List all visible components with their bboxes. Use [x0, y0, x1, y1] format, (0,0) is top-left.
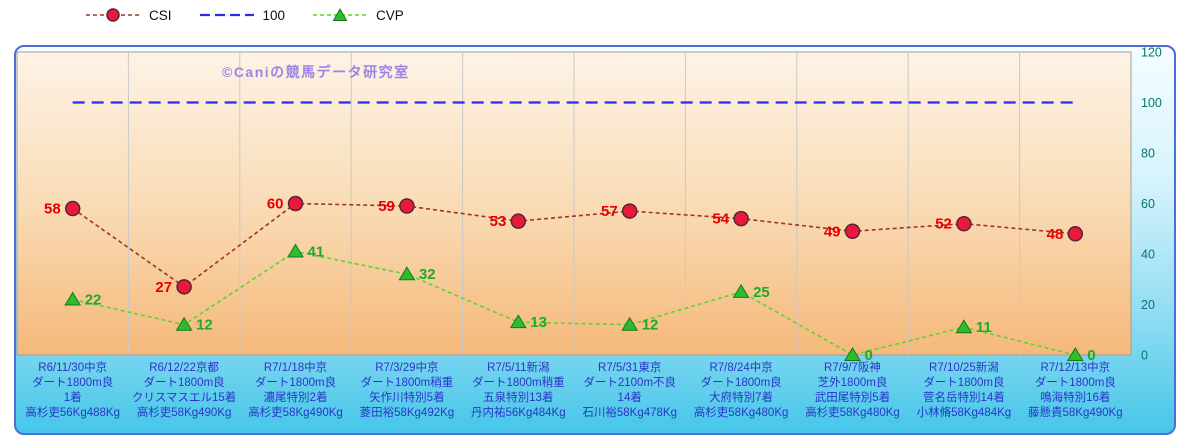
csi-value-label: 58 [44, 201, 61, 218]
cvp-value-label: 32 [419, 266, 436, 283]
legend-label-cvp: CVP [376, 7, 404, 23]
csi-point [621, 203, 638, 219]
y-axis-tick-label: 20 [1141, 298, 1155, 312]
cvp-value-label: 41 [308, 243, 325, 260]
y-axis-tick-label: 40 [1141, 248, 1155, 262]
csi-point [510, 213, 527, 229]
cvp-legend-marker-icon [332, 7, 348, 21]
cvp-point [64, 291, 82, 306]
csi-point [956, 215, 972, 232]
csi-value-label: 49 [824, 223, 841, 240]
legend-item-cvp: CVP [311, 6, 404, 24]
csi-point [399, 198, 415, 214]
cvp-value-label: 22 [85, 291, 102, 308]
x-axis-category-label: R7/12/13中京ダート1800m良鳴海特別16着藤懸貴58Kg490Kg [1028, 360, 1123, 419]
cvp-point [955, 319, 973, 334]
cvp-point [509, 314, 527, 329]
cvp-point [844, 347, 861, 361]
csi-point [1067, 226, 1084, 242]
csi-legend-swatch [86, 8, 140, 22]
legend-item-csi: CSI [84, 6, 172, 24]
y-axis-tick-label: 0 [1141, 349, 1148, 363]
cvp-value-label: 0 [865, 347, 873, 364]
y-axis-tick-label: 120 [1141, 47, 1162, 60]
legend-label-csi: CSI [149, 7, 172, 23]
cvp-value-label: 12 [196, 317, 213, 334]
cvp-value-label: 13 [530, 314, 547, 331]
cvp-point [1066, 347, 1084, 361]
csi-value-label: 57 [601, 203, 618, 220]
csi-value-label: 59 [378, 198, 395, 215]
x-axis-category-label: R6/12/22京都ダート1800m良クリスマスエル15着高杉吏58Kg490K… [132, 360, 236, 419]
cvp-legend-swatch [313, 7, 368, 21]
csi-value-label: 60 [267, 196, 284, 213]
x-axis-category-label: R6/11/30中京ダート1800m良 1着高杉吏56Kg488Kg [25, 360, 120, 419]
cvp-point [398, 266, 416, 281]
y-axis-tick-label: 100 [1141, 96, 1162, 110]
csi-line [72, 202, 1076, 288]
watermark: ©Caniの競馬データ研究室 [222, 64, 410, 80]
csi-point [176, 279, 192, 295]
cvp-value-label: 12 [642, 317, 659, 334]
x-axis-category-label: R7/10/25新潟ダート1800m良菅名岳特別14着小林脩58Kg484Kg [917, 360, 1012, 419]
csi-point [287, 195, 304, 212]
legend-item-100: 100 [198, 6, 286, 24]
x-axis-category-label: R7/1/18中京ダート1800m良濃尾特別2着高杉吏58Kg490Kg [248, 360, 343, 419]
ref-legend-swatch [199, 13, 254, 17]
chart-canvas: 58 27 60 59 53 57 54 49 52 48 22 12 41 32 13 12 25 0 11 0 0 2… [16, 47, 1162, 419]
cvp-point [287, 243, 304, 258]
csi-point [64, 200, 81, 217]
csi-value-label: 53 [490, 213, 507, 230]
x-axis-category-label: R7/3/29中京ダート1800m稍重矢作川特別5着菱田裕58Kg492Kg [360, 360, 455, 419]
chart-frame: 58 27 60 59 53 57 54 49 52 48 22 12 41 32 13 12 25 0 11 0 0 2… [14, 45, 1176, 435]
x-axis-category-label: R7/8/24中京ダート1800m良大府特別7着高杉吏58Kg480Kg [694, 360, 789, 419]
x-axis-category-label: R7/5/11新潟ダート1800m稍重五泉特別13着丹内祐56Kg484Kg [471, 360, 566, 419]
cvp-value-label: 25 [753, 284, 770, 301]
chart-legend: CSI 100 CVP [84, 6, 404, 24]
y-axis-tick-label: 80 [1141, 147, 1155, 161]
cvp-value-label: 0 [1087, 347, 1095, 364]
csi-value-label: 52 [935, 216, 952, 233]
cvp-point [732, 283, 750, 298]
y-axis-tick-label: 60 [1141, 197, 1155, 211]
cvp-point [175, 316, 193, 331]
csi-legend-marker-icon [106, 8, 120, 22]
csi-point [844, 223, 861, 240]
legend-label-100: 100 [262, 7, 286, 23]
x-axis-category-label: R7/9/7阪神芝外1800m良武田尾特別5着高杉吏58Kg480Kg [805, 360, 900, 419]
csi-point [733, 210, 749, 227]
csi-value-label: 27 [155, 279, 172, 296]
cvp-value-label: 11 [976, 319, 992, 336]
csi-value-label: 48 [1047, 226, 1064, 243]
x-axis-category-label: R7/5/31東京ダート2100m不良 14着石川裕58Kg478Kg [582, 360, 677, 419]
csi-value-label: 54 [712, 211, 729, 228]
cvp-point [621, 316, 639, 331]
